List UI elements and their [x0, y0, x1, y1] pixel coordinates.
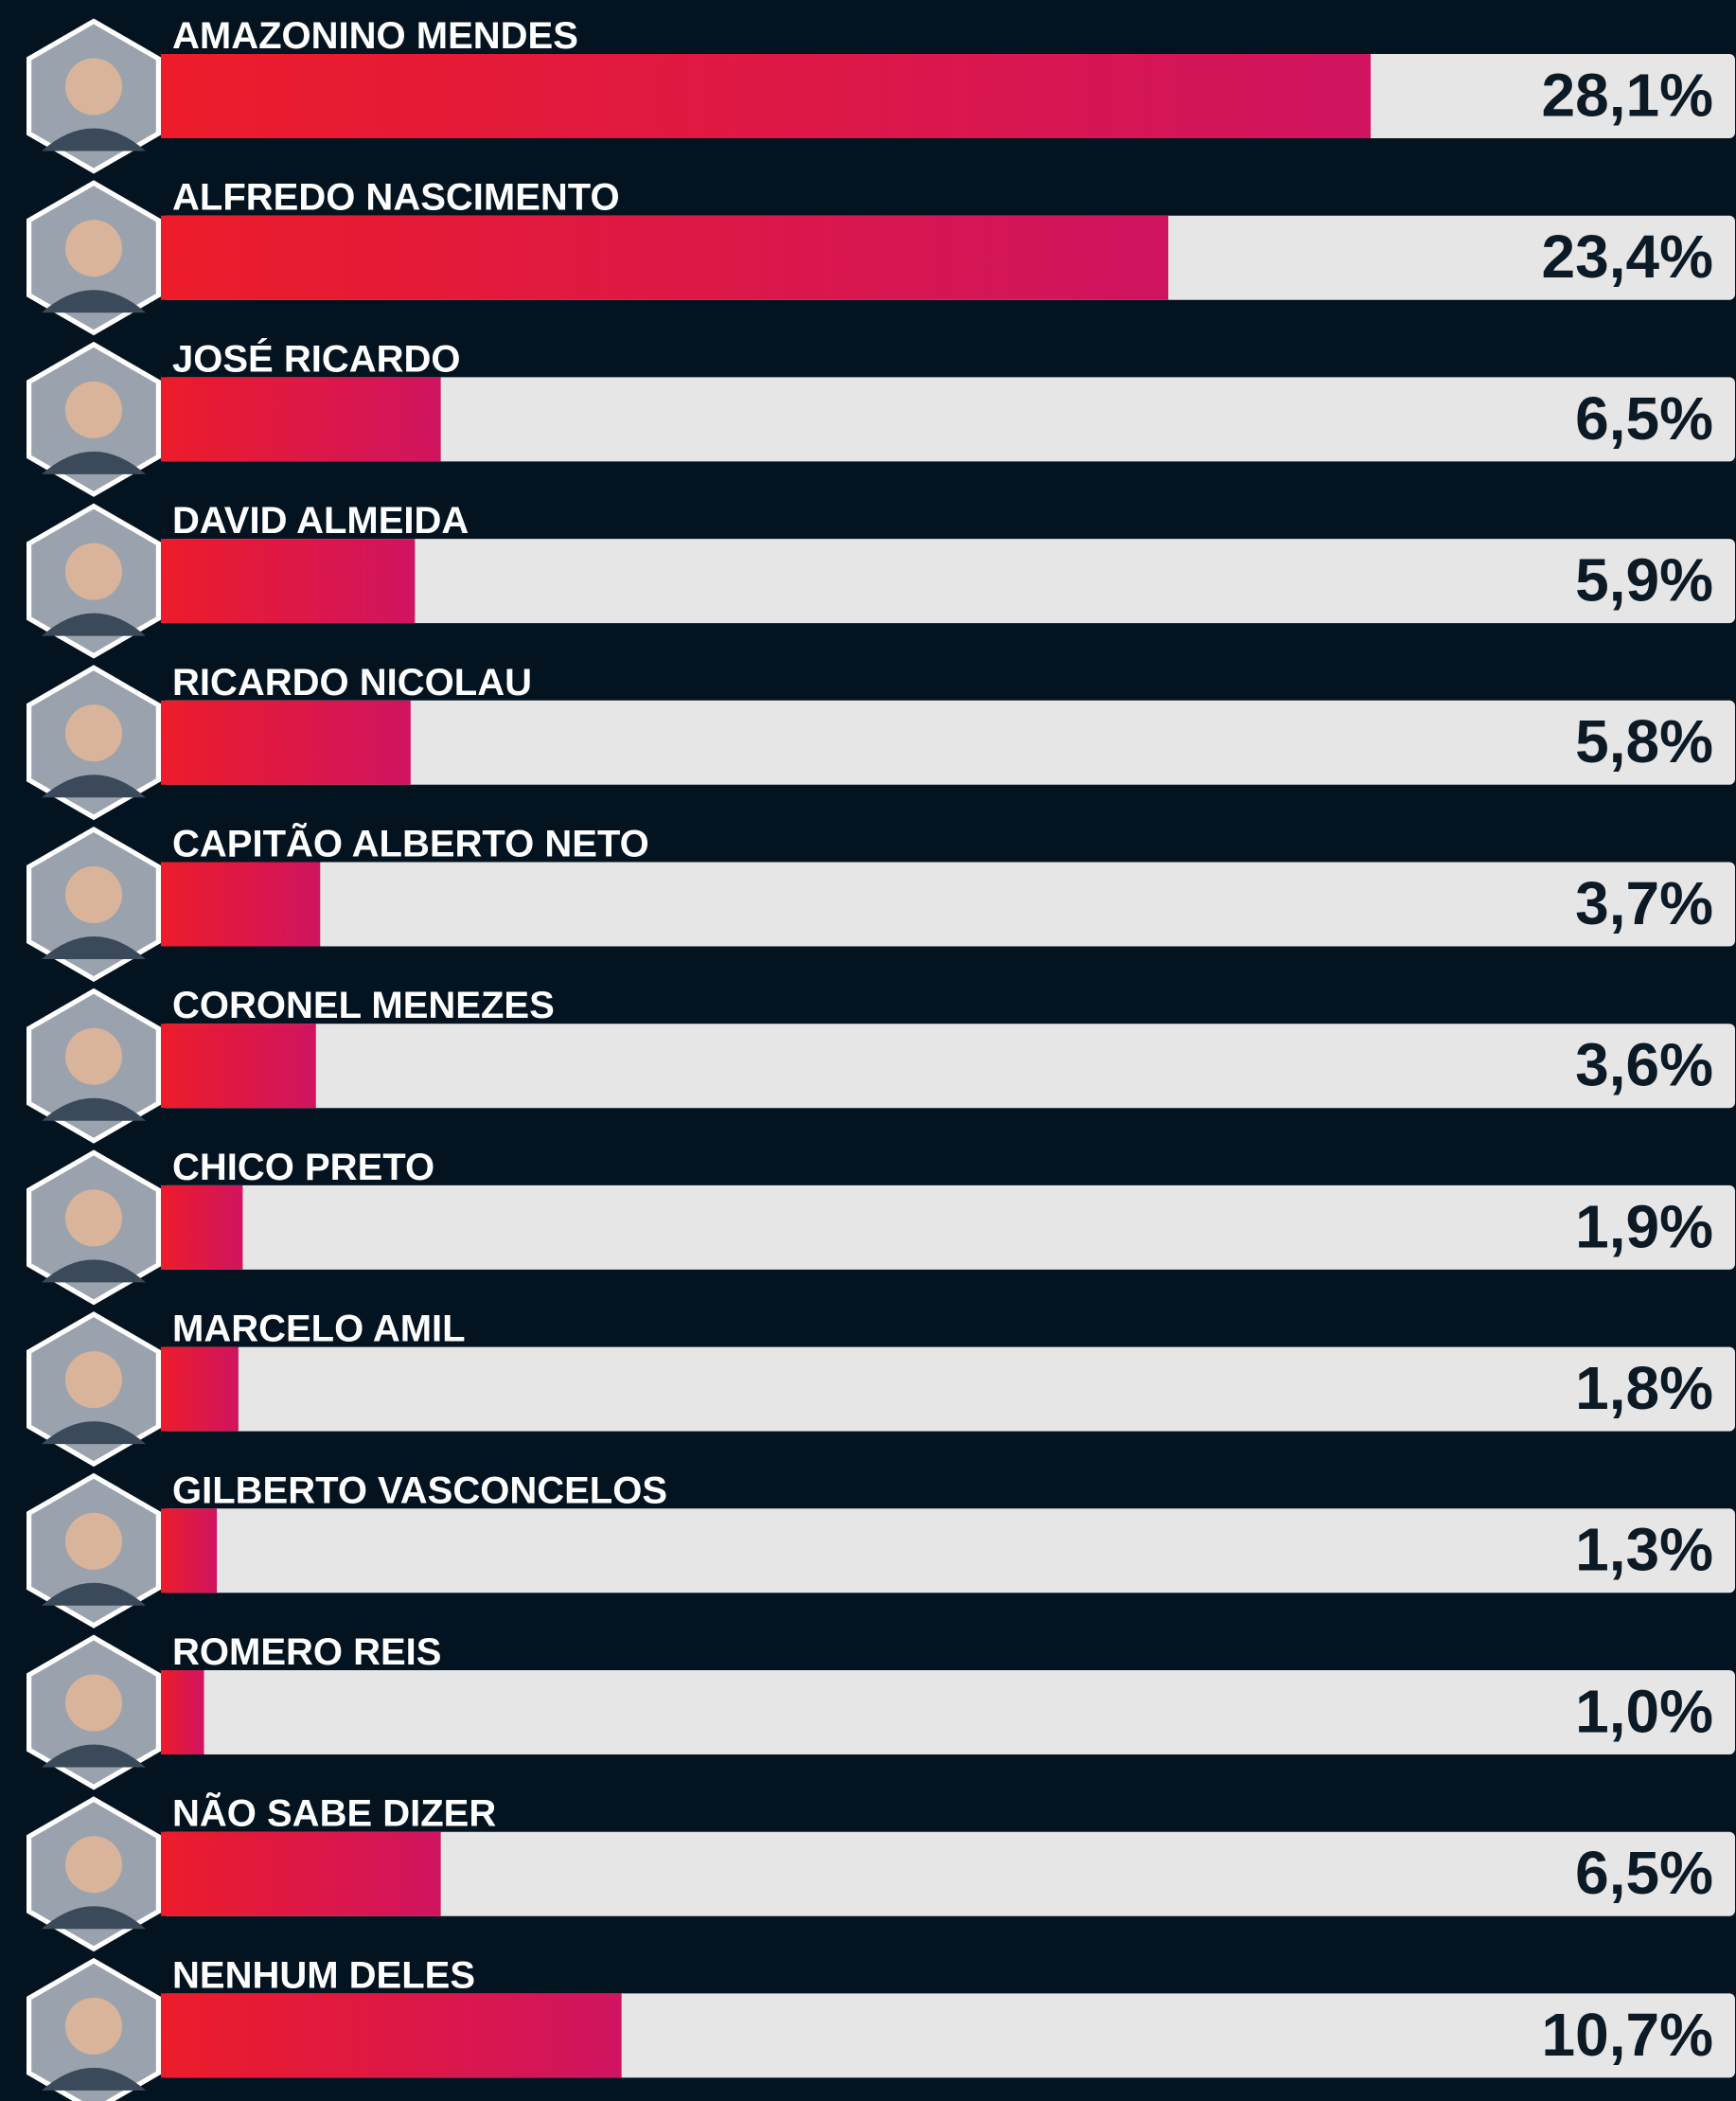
bar-track — [161, 1346, 1735, 1432]
avatar-shoulders — [42, 290, 146, 313]
avatar-head — [65, 1512, 122, 1570]
avatar-shoulders — [42, 1259, 146, 1283]
avatar-head — [65, 1189, 122, 1247]
avatar-shoulders — [42, 613, 146, 636]
avatar-head — [65, 1674, 122, 1732]
value-label: 6,5% — [1575, 1839, 1713, 1907]
avatar-shoulders — [42, 1097, 146, 1121]
avatar-head — [65, 1027, 122, 1085]
avatar-head — [65, 704, 122, 762]
avatar-head — [65, 1836, 122, 1894]
avatar-shoulders — [42, 1744, 146, 1768]
bar — [161, 1184, 243, 1270]
bar — [161, 1508, 218, 1594]
candidate-name: CORONEL MENEZES — [172, 985, 555, 1026]
value-label: 1,9% — [1575, 1192, 1713, 1260]
avatar-shoulders — [42, 2067, 146, 2091]
bar — [161, 1346, 239, 1432]
candidate-name: MARCELO AMIL — [172, 1309, 466, 1350]
candidate-name: ALFREDO NASCIMENTO — [172, 177, 620, 219]
candidate-name: NÃO SABE DIZER — [172, 1791, 496, 1835]
bar — [161, 54, 1371, 138]
bar-track — [161, 1670, 1735, 1754]
value-label: 1,8% — [1575, 1354, 1713, 1422]
bar — [161, 1670, 204, 1754]
bar-track — [161, 539, 1735, 624]
avatar-shoulders — [42, 936, 146, 959]
bar — [161, 377, 441, 462]
value-label: 3,7% — [1575, 869, 1713, 937]
candidate-name: NENHUM DELES — [172, 1954, 475, 1996]
bar — [161, 1024, 316, 1109]
bar — [161, 700, 411, 785]
candidate-name: GILBERTO VASCONCELOS — [172, 1469, 667, 1511]
bar-track — [161, 1508, 1735, 1594]
avatar-head — [65, 1997, 122, 2055]
candidate-name: CHICO PRETO — [172, 1147, 434, 1188]
value-label: 5,8% — [1575, 707, 1713, 775]
avatar-shoulders — [42, 775, 146, 798]
avatar-head — [65, 220, 122, 277]
value-label: 5,9% — [1575, 546, 1713, 614]
candidate-name: ROMERO REIS — [172, 1631, 441, 1673]
avatar-head — [65, 543, 122, 600]
bar-track — [161, 700, 1735, 785]
candidate-name: RICARDO NICOLAU — [172, 662, 532, 703]
avatar-shoulders — [42, 1421, 146, 1445]
candidate-name: DAVID ALMEIDA — [172, 500, 469, 542]
avatar-shoulders — [42, 1582, 146, 1606]
bar-track — [161, 1184, 1735, 1270]
value-label: 1,0% — [1575, 1677, 1713, 1745]
avatar-shoulders — [42, 451, 146, 474]
avatar-shoulders — [42, 1906, 146, 1930]
avatar-head — [65, 1351, 122, 1409]
bar-track — [161, 1831, 1735, 1916]
candidate-name: AMAZONINO MENDES — [172, 15, 578, 57]
bar — [161, 215, 1169, 300]
avatar-shoulders — [42, 128, 146, 151]
avatar-head — [65, 58, 122, 116]
value-label: 23,4% — [1542, 223, 1713, 291]
bar — [161, 539, 416, 624]
value-label: 1,3% — [1575, 1516, 1713, 1584]
value-label: 10,7% — [1542, 2001, 1713, 2069]
bar-track — [161, 862, 1735, 947]
value-label: 6,5% — [1575, 384, 1713, 453]
bar — [161, 862, 321, 947]
avatar-head — [65, 381, 122, 438]
bar-track — [161, 377, 1735, 462]
value-label: 3,6% — [1575, 1031, 1713, 1099]
bar — [161, 1831, 441, 1916]
bar — [161, 1993, 622, 2078]
bar-track — [161, 1024, 1735, 1109]
avatar-head — [65, 866, 122, 923]
value-label: 28,1% — [1542, 61, 1713, 129]
candidate-name: JOSÉ RICARDO — [172, 337, 461, 380]
candidate-name: CAPITÃO ALBERTO NETO — [172, 822, 649, 865]
